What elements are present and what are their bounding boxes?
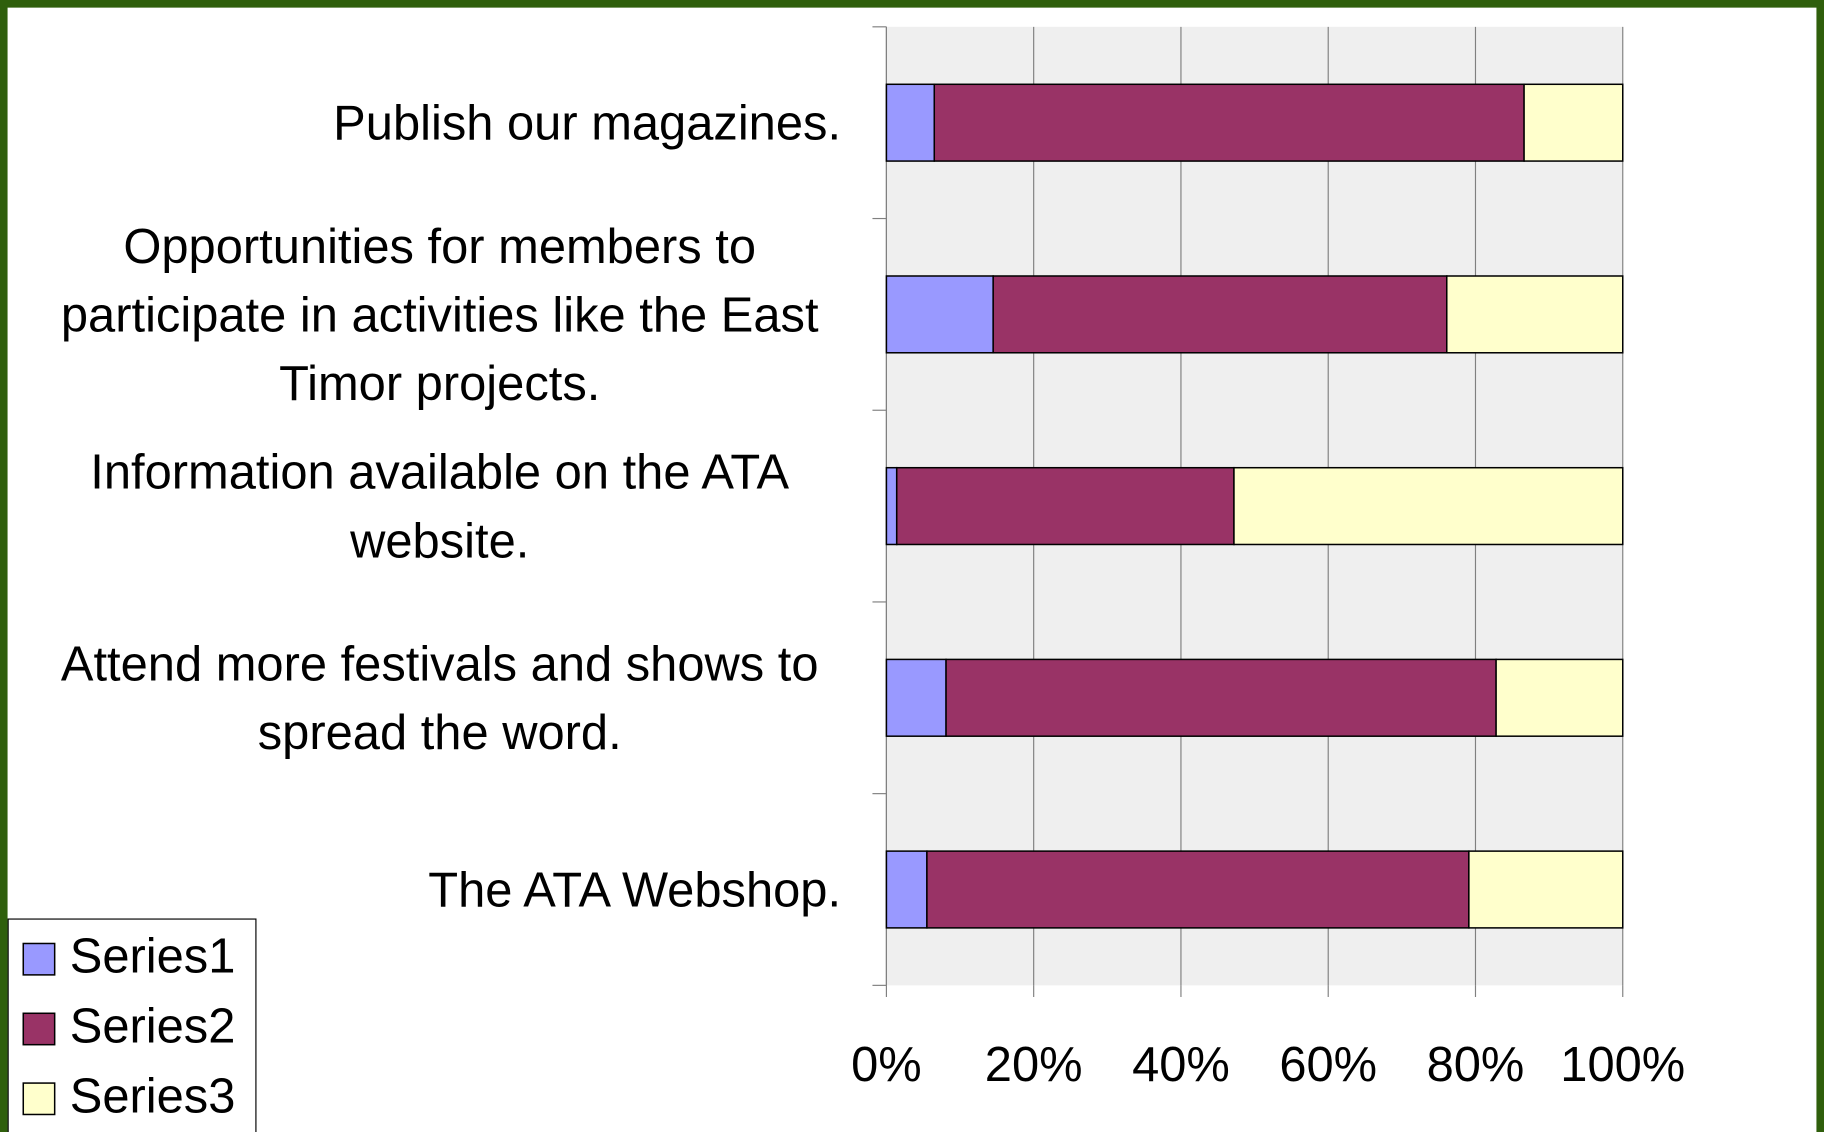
bar-segment	[926, 850, 1470, 929]
x-tick-label: 80%	[1427, 1038, 1525, 1092]
category-label-wrap: Attend more festivals and shows to sprea…	[23, 593, 841, 803]
bar-segment	[1233, 466, 1624, 546]
category-label-box: Information available on the ATA website…	[23, 401, 841, 611]
category-label-wrap: Information available on the ATA website…	[23, 401, 841, 611]
legend-swatch	[22, 942, 56, 976]
bar-segment	[885, 275, 994, 354]
y-tick-label: Opportunities for members to participate…	[60, 218, 819, 411]
category-label-wrap: Publish our magazines.	[23, 18, 841, 228]
bar-segment	[885, 83, 936, 162]
bar-segment	[885, 850, 928, 929]
category-label-box: Opportunities for members to participate…	[23, 209, 841, 419]
y-tick-label: Information available on the ATA website…	[90, 444, 790, 568]
bar-segment	[885, 466, 898, 546]
bar-segment	[895, 466, 1235, 546]
bar-segment	[1495, 658, 1624, 737]
x-tick-label: 60%	[1279, 1038, 1377, 1092]
category-label-wrap: Opportunities for members to participate…	[23, 209, 841, 419]
legend-label: Series1	[70, 930, 236, 984]
bar-segment	[1468, 850, 1624, 929]
bar-segment	[885, 658, 947, 737]
category-label-box: Attend more festivals and shows to sprea…	[23, 593, 841, 803]
x-tick-label: 40%	[1132, 1038, 1230, 1092]
bar-segment	[1523, 83, 1624, 162]
x-tick-label: 0%	[851, 1038, 922, 1092]
y-tick-label: The ATA Webshop.	[428, 862, 842, 917]
x-tick-label: 100%	[1560, 1038, 1685, 1092]
x-tick-label: 20%	[985, 1038, 1083, 1092]
category-label-box: The ATA Webshop.	[23, 784, 841, 994]
bar-segment	[992, 275, 1448, 354]
bar-segment	[1446, 275, 1624, 354]
legend-swatch	[22, 1012, 56, 1046]
y-tick-label: Publish our magazines.	[333, 95, 842, 151]
legend-label: Series3	[70, 1069, 236, 1123]
category-label-wrap: The ATA Webshop.	[23, 784, 841, 994]
bar-segment	[933, 83, 1525, 162]
bar-segment	[945, 658, 1497, 737]
category-label-box: Publish our magazines.	[23, 18, 841, 228]
legend-swatch	[22, 1082, 56, 1116]
y-tick-label: Attend more festivals and shows to sprea…	[60, 636, 819, 760]
legend-label: Series2	[70, 999, 236, 1053]
